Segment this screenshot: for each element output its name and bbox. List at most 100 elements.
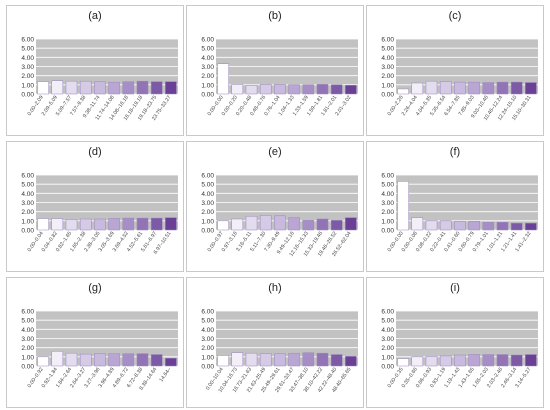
y-tick-label: 1.00 (21, 218, 34, 225)
bar (482, 82, 495, 95)
y-tick-label: 3.00 (381, 64, 394, 71)
bar (65, 219, 78, 231)
y-tick-label: 4.00 (381, 327, 394, 334)
chart-title: (f) (449, 146, 461, 158)
y-tick-label: 6.00 (381, 309, 394, 316)
y-tick-label: 2.00 (21, 73, 34, 80)
y-tick-label: 3.00 (21, 336, 34, 343)
y-tick-label: 4.00 (21, 55, 34, 62)
bar (397, 88, 409, 95)
chart-panel: (a) 0.00 1.00 2.00 3.00 4.00 5.00 6.00 0.00–2.09… (6, 5, 184, 136)
bar (425, 356, 438, 367)
chart-title: (i) (450, 282, 460, 294)
x-tick-label: 14.64– (159, 367, 173, 384)
y-tick-label: 4.00 (381, 55, 394, 62)
bar (425, 80, 438, 95)
bar (411, 217, 424, 231)
bar-chart: 0.001.002.003.004.005.006.000.00–0.040.0… (21, 173, 178, 255)
bar (345, 356, 357, 367)
bar (411, 82, 424, 95)
bar (345, 217, 357, 231)
y-tick-label: 3.00 (201, 64, 214, 71)
bar-chart: 0.001.002.003.004.005.006.000.00–10.0410… (201, 309, 358, 394)
y-tick-label: 0.00 (201, 228, 214, 235)
y-tick-label: 0.00 (21, 364, 34, 371)
bar (288, 217, 300, 231)
bar (217, 220, 229, 231)
bar (150, 81, 163, 95)
y-tick-label: 6.00 (201, 173, 214, 180)
bar (274, 353, 286, 367)
y-tick-label: 0.00 (201, 364, 214, 371)
chart-panel: (h) 0.00 1.00 2.00 3.00 4.00 5.00 6.00 0.00–10.0… (186, 277, 364, 408)
chart-panel: (b) 0.00 1.00 2.00 3.00 4.00 5.00 6.00 0.00–0.00… (186, 5, 364, 136)
bar (165, 217, 177, 231)
bar (454, 81, 466, 95)
bar (165, 81, 177, 95)
bar (302, 220, 315, 231)
bar (231, 352, 244, 367)
bar (439, 355, 452, 367)
chart-panel: (d) 0.00 1.00 2.00 3.00 4.00 5.00 6.00 0.00–0.04… (6, 141, 184, 272)
y-tick-label: 0.00 (381, 228, 394, 235)
y-tick-label: 3.00 (21, 200, 34, 207)
bar (525, 82, 537, 95)
y-tick-label: 6.00 (381, 173, 394, 180)
y-tick-label: 5.00 (381, 182, 394, 189)
bar (37, 218, 49, 231)
bar-chart: 0.001.002.003.004.005.006.000.00–2.262.2… (381, 37, 538, 122)
y-tick-label: 6.00 (21, 173, 34, 180)
bar (259, 84, 272, 95)
y-tick-label: 4.00 (381, 191, 394, 198)
bar (482, 354, 495, 367)
y-tick-label: 1.00 (201, 218, 214, 225)
y-tick-label: 4.00 (201, 327, 214, 334)
bar-chart: 0.001.002.003.004.005.006.000.00–0.000.0… (381, 173, 538, 253)
bar (439, 220, 452, 231)
bar (439, 81, 452, 95)
y-tick-label: 3.00 (201, 336, 214, 343)
bar (94, 353, 106, 367)
bar (51, 80, 64, 95)
y-tick-label: 1.00 (381, 354, 394, 361)
bar (165, 357, 177, 367)
y-tick-label: 6.00 (21, 309, 34, 316)
bar (330, 84, 343, 95)
bar (94, 218, 106, 231)
bar (397, 358, 409, 367)
bar-chart: 0.001.002.003.004.005.006.000.00–0.350.3… (381, 309, 538, 389)
y-tick-label: 0.00 (21, 228, 34, 235)
y-tick-label: 2.00 (21, 209, 34, 216)
bar (274, 84, 286, 95)
y-tick-label: 6.00 (201, 37, 214, 44)
bar (245, 85, 258, 95)
bar (496, 81, 509, 95)
y-tick-label: 1.00 (21, 82, 34, 89)
y-tick-label: 3.00 (381, 200, 394, 207)
y-tick-label: 5.00 (21, 46, 34, 53)
y-tick-label: 0.00 (201, 92, 214, 99)
bar (122, 217, 135, 231)
y-tick-label: 5.00 (21, 182, 34, 189)
bar-chart: 0.001.002.003.004.005.006.000.00–2.092.0… (21, 37, 178, 122)
bar (136, 80, 149, 95)
bar (510, 222, 523, 231)
y-tick-label: 5.00 (201, 318, 214, 325)
chart-panel: (f) 0.00 1.00 2.00 3.00 4.00 5.00 6.00 0.00–0.00… (366, 141, 544, 272)
y-tick-label: 4.00 (21, 327, 34, 334)
bar (37, 356, 49, 367)
chart-panel: (i) 0.00 1.00 2.00 3.00 4.00 5.00 6.00 0.00–0.35… (366, 277, 544, 408)
bar (496, 354, 509, 367)
bar (51, 351, 64, 367)
y-tick-label: 1.00 (381, 218, 394, 225)
bar (316, 218, 329, 231)
y-tick-label: 3.00 (201, 200, 214, 207)
y-tick-label: 2.00 (21, 345, 34, 352)
y-tick-label: 4.00 (201, 55, 214, 62)
bar (316, 84, 329, 95)
chart-title: (e) (268, 146, 282, 158)
bar (150, 217, 163, 231)
y-tick-label: 6.00 (381, 37, 394, 44)
chart-panel: (g) 0.00 1.00 2.00 3.00 4.00 5.00 6.00 0.00–0.92… (6, 277, 184, 408)
